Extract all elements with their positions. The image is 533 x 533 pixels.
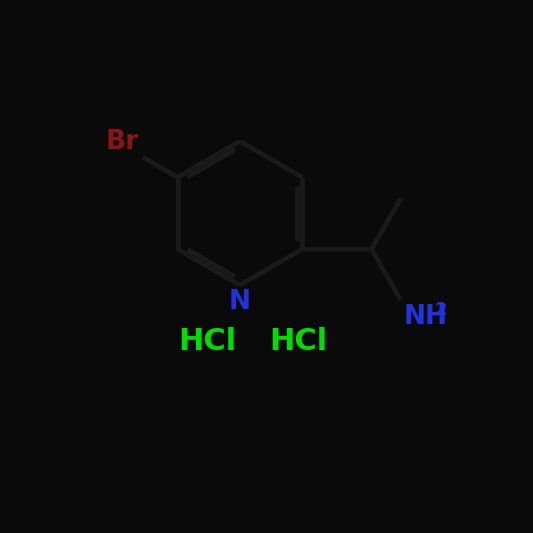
Text: N: N xyxy=(229,289,251,316)
Text: NH: NH xyxy=(403,304,447,330)
Text: Br: Br xyxy=(106,128,139,155)
Text: HCl: HCl xyxy=(179,327,237,356)
Text: 2: 2 xyxy=(434,301,447,319)
Text: HCl: HCl xyxy=(269,327,328,356)
